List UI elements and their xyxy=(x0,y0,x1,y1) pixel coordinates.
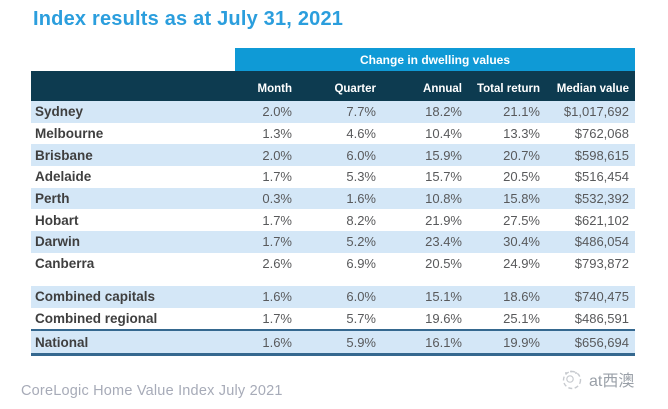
cell-quarter: 4.6% xyxy=(346,126,376,142)
column-header-total-return: Total return xyxy=(476,83,540,95)
cell-annual: 15.1% xyxy=(425,289,462,305)
cell-annual: 20.5% xyxy=(425,256,462,272)
cell-quarter: 5.7% xyxy=(346,311,376,327)
table-header-row: Month Quarter Annual Total return Median… xyxy=(31,71,635,101)
table-row: Adelaide 1.7% 5.3% 15.7% 20.5% $516,454 xyxy=(31,166,635,188)
table-group-header-label: Change in dwelling values xyxy=(359,52,511,67)
cell-month: 1.7% xyxy=(262,234,292,250)
source-note: CoreLogic Home Value Index July 2021 xyxy=(21,383,283,399)
cell-quarter: 5.3% xyxy=(346,169,376,185)
column-header-empty xyxy=(31,95,235,101)
watermark-globe-icon xyxy=(562,370,582,390)
cell-annual: 16.1% xyxy=(425,334,462,350)
cell-quarter: 6.0% xyxy=(346,289,376,305)
cell-annual: 23.4% xyxy=(425,234,462,250)
cell-month: 2.0% xyxy=(262,147,292,163)
cell-total-return: 13.3% xyxy=(503,126,540,142)
cell-month: 2.6% xyxy=(262,256,292,272)
table-row: Canberra 2.6% 6.9% 20.5% 24.9% $793,872 xyxy=(31,252,635,275)
cell-name: Combined regional xyxy=(35,311,158,327)
cell-total-return: 25.1% xyxy=(503,311,540,327)
table-row: Darwin 1.7% 5.2% 23.4% 30.4% $486,054 xyxy=(31,231,635,253)
watermark-label: at西澳 xyxy=(589,373,635,390)
cell-month: 2.0% xyxy=(262,104,292,120)
table-row: Perth 0.3% 1.6% 10.8% 15.8% $532,392 xyxy=(31,187,635,210)
dwelling-values-table: Change in dwelling values Month Quarter … xyxy=(31,48,635,356)
cell-name: Combined capitals xyxy=(35,289,156,305)
cell-median: $486,591 xyxy=(574,311,629,327)
column-header-month: Month xyxy=(257,83,292,95)
cell-name: Hobart xyxy=(35,212,79,228)
page-title: Index results as at July 31, 2021 xyxy=(33,8,344,30)
table-row: Brisbane 2.0% 6.0% 15.9% 20.7% $598,615 xyxy=(31,144,635,167)
cell-median: $598,615 xyxy=(574,147,629,163)
cell-total-return: 30.4% xyxy=(503,234,540,250)
cell-month: 1.6% xyxy=(262,289,292,305)
cell-month: 1.7% xyxy=(262,169,292,185)
cell-quarter: 7.7% xyxy=(346,104,376,120)
cell-quarter: 6.0% xyxy=(346,147,376,163)
cell-median: $516,454 xyxy=(574,169,629,185)
cell-annual: 10.8% xyxy=(425,191,462,207)
column-header-median-value: Median value xyxy=(556,83,629,95)
cell-annual: 18.2% xyxy=(425,104,462,120)
cell-quarter: 5.2% xyxy=(346,234,376,250)
cell-median: $621,102 xyxy=(574,212,629,228)
cell-total-return: 18.6% xyxy=(503,289,540,305)
cell-median: $762,068 xyxy=(574,126,629,142)
cell-total-return: 20.5% xyxy=(503,169,540,185)
cell-median: $532,392 xyxy=(574,191,629,207)
cell-total-return: 21.1% xyxy=(503,104,540,120)
cell-name: Adelaide xyxy=(35,169,92,185)
cell-annual: 15.9% xyxy=(425,147,462,163)
cell-annual: 10.4% xyxy=(425,126,462,142)
cell-total-return: 27.5% xyxy=(503,212,540,228)
cell-annual: 19.6% xyxy=(425,311,462,327)
cell-name: Canberra xyxy=(35,256,95,272)
cell-annual: 15.7% xyxy=(425,169,462,185)
cell-quarter: 6.9% xyxy=(346,256,376,272)
cell-total-return: 24.9% xyxy=(503,256,540,272)
column-header-quarter: Quarter xyxy=(334,83,376,95)
cell-quarter: 5.9% xyxy=(346,334,376,350)
table-row: Combined capitals 1.6% 6.0% 15.1% 18.6% $740,… xyxy=(31,286,635,308)
table-row: Melbourne 1.3% 4.6% 10.4% 13.3% $762,068 xyxy=(31,122,635,145)
cell-month: 1.7% xyxy=(262,311,292,327)
cell-median: $486,054 xyxy=(574,234,629,250)
cell-name: National xyxy=(35,334,89,350)
table-row: Sydney 2.0% 7.7% 18.2% 21.1% $1,017,692 xyxy=(31,101,635,123)
table-row: Hobart 1.7% 8.2% 21.9% 27.5% $621,102 xyxy=(31,209,635,232)
cell-name: Melbourne xyxy=(35,126,104,142)
cell-median: $1,017,692 xyxy=(563,104,629,120)
table-row: National 1.6% 5.9% 16.1% 19.9% $656,694 xyxy=(31,329,635,356)
cell-quarter: 1.6% xyxy=(346,191,376,207)
cell-total-return: 15.8% xyxy=(503,191,540,207)
cell-name: Perth xyxy=(35,191,70,207)
row-spacer xyxy=(31,274,635,286)
cell-name: Sydney xyxy=(35,104,84,120)
cell-median: $793,872 xyxy=(574,256,629,272)
cell-total-return: 19.9% xyxy=(503,334,540,350)
cell-median: $740,475 xyxy=(574,289,629,305)
cell-name: Darwin xyxy=(35,234,81,250)
cell-name: Brisbane xyxy=(35,147,93,163)
cell-annual: 21.9% xyxy=(425,212,462,228)
column-header-annual: Annual xyxy=(423,83,462,95)
cell-quarter: 8.2% xyxy=(346,212,376,228)
table-group-header: Change in dwelling values xyxy=(235,48,635,71)
cell-month: 1.3% xyxy=(262,126,292,142)
table-body: Sydney 2.0% 7.7% 18.2% 21.1% $1,017,692 Melbou… xyxy=(31,101,635,356)
cell-total-return: 20.7% xyxy=(503,147,540,163)
cell-median: $656,694 xyxy=(574,334,629,350)
cell-month: 1.7% xyxy=(262,212,292,228)
cell-month: 1.6% xyxy=(262,334,292,350)
watermark: at西澳 xyxy=(560,367,634,391)
table-row: Combined regional 1.7% 5.7% 19.6% 25.1% $486,… xyxy=(31,307,635,330)
cell-month: 0.3% xyxy=(262,191,292,207)
